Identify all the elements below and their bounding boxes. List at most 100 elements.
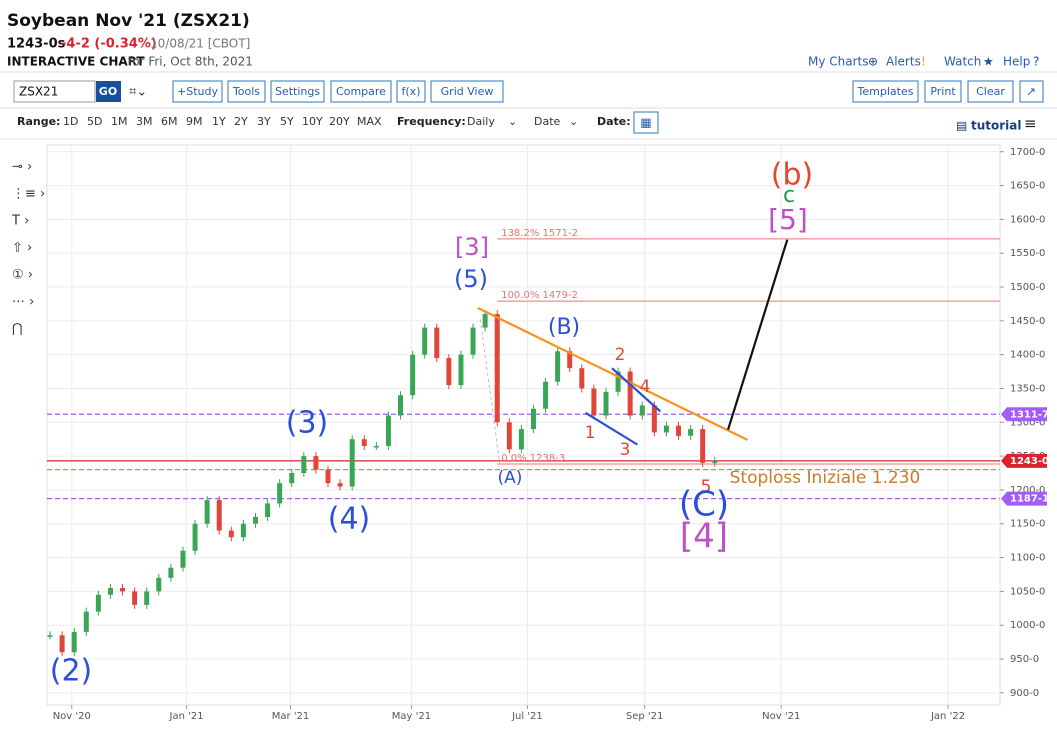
tool-magnet[interactable]: ⋂ [12, 322, 23, 337]
expand-button[interactable] [1019, 80, 1044, 103]
candle [458, 354, 464, 386]
candle [482, 314, 488, 328]
plot-area [46, 144, 1001, 706]
candle [361, 439, 367, 446]
toolbar-button[interactable] [430, 80, 504, 103]
candle [107, 587, 113, 595]
trendline [479, 319, 501, 463]
candle [543, 381, 549, 409]
wave-label: (B) [548, 315, 580, 340]
expand-icon: ↗ [1026, 85, 1036, 99]
y-tick-label: 950-0 [1010, 654, 1039, 665]
range-option[interactable]: 2Y [234, 115, 248, 128]
toolbar-button[interactable] [924, 80, 962, 103]
tool-line[interactable]: ⊸ › [12, 160, 32, 175]
wave-label: 4 [640, 377, 651, 397]
candle [639, 405, 645, 416]
candle [398, 395, 404, 416]
header-link[interactable]: Alerts [886, 55, 921, 69]
range-option[interactable]: 1M [111, 115, 128, 128]
level-badge-label: 1187-1 [1010, 494, 1049, 505]
x-tick-label: Mar '21 [272, 711, 310, 722]
frequency-label: Frequency: [397, 115, 466, 128]
y-tick-label: 1550-0 [1010, 248, 1045, 259]
chart-date: for Fri, Oct 8th, 2021 [128, 55, 253, 69]
symbol-input[interactable] [13, 80, 96, 103]
y-tick-label: 1050-0 [1010, 586, 1045, 597]
toolbar-button[interactable] [227, 80, 266, 103]
header-link[interactable]: Watch [944, 55, 981, 69]
toolbar-button[interactable] [396, 80, 426, 103]
candle [47, 635, 53, 637]
candle [71, 631, 77, 653]
range-option[interactable]: 20Y [329, 115, 350, 128]
candle [700, 429, 706, 463]
go-button[interactable] [96, 81, 121, 102]
header-link[interactable]: My Charts [808, 55, 869, 69]
range-option[interactable]: 1D [63, 115, 78, 128]
candle [265, 503, 271, 517]
x-tick-label: Jan '22 [930, 711, 965, 722]
wave-label: (b) [771, 158, 813, 193]
wave-label: 3 [620, 440, 631, 460]
candle [651, 405, 657, 433]
tool-number[interactable]: ① › [12, 268, 33, 283]
candle [506, 422, 512, 450]
date-mode-select[interactable]: Date [534, 115, 561, 128]
candle [385, 415, 391, 446]
toolbar-button[interactable] [852, 80, 919, 103]
toolbar-button-label: f(x) [402, 85, 421, 98]
y-tick-label: 1300-0 [1010, 417, 1045, 428]
candle [59, 635, 65, 653]
toolbar-button-label: +Study [177, 85, 218, 98]
tutorial-link[interactable]: tutorial [971, 119, 1022, 133]
candle [132, 591, 138, 605]
calendar-button[interactable] [633, 111, 659, 134]
level-badge [1001, 491, 1047, 506]
fib-label: 0.0% 1238-3 [501, 453, 565, 464]
toolbar-button[interactable] [330, 80, 392, 103]
range-option[interactable]: 3M [136, 115, 153, 128]
x-tick-label: May '21 [392, 711, 431, 722]
frequency-chevron[interactable]: ⌄ [508, 115, 517, 128]
range-option[interactable]: 1Y [212, 115, 226, 128]
y-tick-label: 1500-0 [1010, 282, 1045, 293]
y-tick-label: 1350-0 [1010, 383, 1045, 394]
trendline [727, 239, 789, 431]
range-option[interactable]: 6M [161, 115, 178, 128]
range-option[interactable]: MAX [357, 115, 382, 128]
range-option[interactable]: 5Y [280, 115, 294, 128]
range-option[interactable]: 3Y [257, 115, 271, 128]
toolbar-button-label: Grid View [441, 85, 494, 98]
tool-fib[interactable]: ⋮≡ › [12, 187, 45, 202]
range-option[interactable]: 9M [186, 115, 203, 128]
symbol-text: ZSX21 [19, 85, 58, 99]
fib-label: 100.0% 1479-2 [501, 290, 578, 301]
toolbar-button[interactable] [967, 80, 1014, 103]
menu-icon[interactable]: ≡ [1024, 115, 1037, 133]
tool-arrow[interactable]: ⇧ › [12, 241, 32, 256]
range-option[interactable]: 5D [87, 115, 102, 128]
toolbar-button-label: Compare [336, 85, 386, 98]
wave-label: (A) [498, 468, 523, 488]
y-tick-label: 1450-0 [1010, 316, 1045, 327]
toolbar-button[interactable] [270, 80, 325, 103]
symbol-menu[interactable]: ⌗⌄ [129, 85, 147, 100]
candle [240, 523, 246, 538]
date-chevron[interactable]: ⌄ [569, 115, 578, 128]
last-price: 1243-0s [7, 37, 66, 52]
tool-text[interactable]: T › [11, 214, 29, 229]
candle [627, 371, 633, 416]
frequency-select[interactable]: Daily [467, 115, 495, 128]
range-option[interactable]: 10Y [302, 115, 323, 128]
y-tick-label: 1150-0 [1010, 519, 1045, 530]
header-link[interactable]: Help [1003, 55, 1030, 69]
level-badge-label: 1243-0 [1010, 456, 1049, 467]
toolbar-button[interactable] [172, 80, 223, 103]
wave-label: 5 [701, 477, 712, 497]
link-icon: ⊕ [868, 55, 878, 69]
tool-pattern[interactable]: ⋯ › [12, 295, 34, 310]
candle [470, 327, 476, 355]
link-icon: ★ [983, 55, 994, 69]
